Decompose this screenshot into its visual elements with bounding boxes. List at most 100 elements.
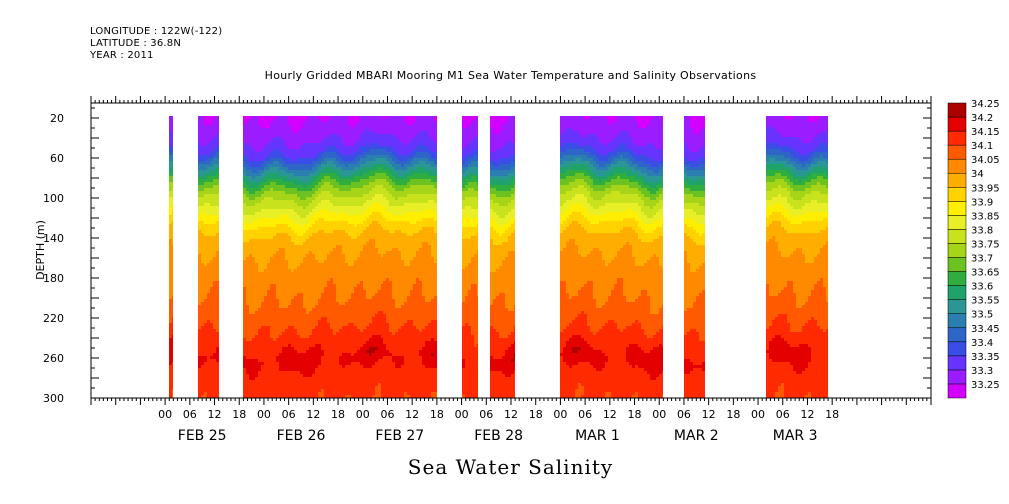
heat-cell	[360, 125, 363, 128]
heat-cell	[294, 359, 297, 362]
heat-cell	[207, 146, 210, 149]
heat-cell	[285, 380, 288, 383]
heat-cell	[309, 386, 312, 389]
heat-cell	[336, 386, 339, 389]
heat-cell	[342, 290, 345, 293]
heat-cell	[354, 167, 357, 170]
heat-cell	[336, 380, 339, 383]
heat-cell	[315, 293, 318, 296]
heat-cell	[243, 326, 246, 329]
heat-cell	[306, 164, 309, 167]
heat-cell	[306, 350, 309, 353]
heat-cell	[300, 200, 303, 203]
heat-cell	[333, 119, 336, 122]
heat-cell	[216, 167, 219, 170]
heat-cell	[330, 311, 333, 314]
heat-cell	[273, 125, 276, 128]
heat-cell	[261, 329, 264, 332]
heat-cell	[261, 344, 264, 347]
heat-cell	[276, 257, 279, 260]
heat-cell	[357, 122, 360, 125]
heat-cell	[264, 152, 267, 155]
heat-cell	[213, 233, 216, 236]
heat-cell	[297, 242, 300, 245]
heat-cell	[201, 263, 204, 266]
heat-cell	[300, 302, 303, 305]
heat-cell	[306, 347, 309, 350]
heat-cell	[207, 299, 210, 302]
heat-cell	[276, 392, 279, 395]
heat-cell	[288, 314, 291, 317]
heat-cell	[354, 191, 357, 194]
heat-cell	[342, 245, 345, 248]
heat-cell	[345, 203, 348, 206]
heat-cell	[172, 356, 173, 359]
heat-cell	[288, 371, 291, 374]
heat-cell	[210, 290, 213, 293]
heat-cell	[255, 347, 258, 350]
heat-cell	[336, 392, 339, 395]
heat-cell	[285, 227, 288, 230]
heat-cell	[324, 239, 327, 242]
heat-cell	[327, 287, 330, 290]
heat-cell	[276, 389, 279, 392]
heat-cell	[261, 266, 264, 269]
heat-cell	[198, 251, 201, 254]
heat-cell	[264, 194, 267, 197]
heat-cell	[360, 224, 363, 227]
heat-cell	[285, 122, 288, 125]
heat-cell	[255, 128, 258, 131]
heat-cell	[303, 116, 306, 119]
heat-cell	[315, 350, 318, 353]
heat-cell	[201, 293, 204, 296]
heat-cell	[321, 296, 324, 299]
heat-cell	[324, 302, 327, 305]
heat-cell	[258, 221, 261, 224]
heat-cell	[291, 152, 294, 155]
heat-cell	[264, 242, 267, 245]
heat-cell	[213, 218, 216, 221]
heat-cell	[324, 203, 327, 206]
heat-cell	[321, 188, 324, 191]
heat-cell	[267, 269, 270, 272]
heat-cell	[348, 281, 351, 284]
heat-cell	[309, 335, 312, 338]
heat-cell	[243, 131, 246, 134]
heat-cell	[345, 350, 348, 353]
heat-cell	[297, 353, 300, 356]
heat-cell	[357, 290, 360, 293]
heat-cell	[204, 317, 207, 320]
heat-cell	[279, 371, 282, 374]
heat-cell	[255, 272, 258, 275]
heat-cell	[273, 167, 276, 170]
heat-cell	[351, 158, 354, 161]
heat-cell	[357, 374, 360, 377]
heat-cell	[270, 326, 273, 329]
heat-cell	[297, 374, 300, 377]
heat-cell	[354, 197, 357, 200]
heat-cell	[312, 176, 315, 179]
heat-cell	[339, 383, 342, 386]
heat-cell	[300, 266, 303, 269]
heat-cell	[345, 182, 348, 185]
heat-cell	[252, 194, 255, 197]
heat-cell	[207, 257, 210, 260]
heat-cell	[210, 338, 213, 341]
heat-cell	[201, 389, 204, 392]
heat-cell	[300, 227, 303, 230]
heat-cell	[339, 374, 342, 377]
heat-cell	[360, 380, 363, 383]
heat-cell	[324, 263, 327, 266]
heat-cell	[258, 320, 261, 323]
heat-cell	[279, 275, 282, 278]
heat-cell	[324, 332, 327, 335]
heat-cell	[255, 380, 258, 383]
heat-cell	[210, 296, 213, 299]
heat-cell	[267, 233, 270, 236]
heat-cell	[336, 236, 339, 239]
heat-cell	[330, 371, 333, 374]
heat-cell	[327, 257, 330, 260]
heat-cell	[327, 149, 330, 152]
heat-cell	[312, 389, 315, 392]
heat-cell	[360, 287, 363, 290]
